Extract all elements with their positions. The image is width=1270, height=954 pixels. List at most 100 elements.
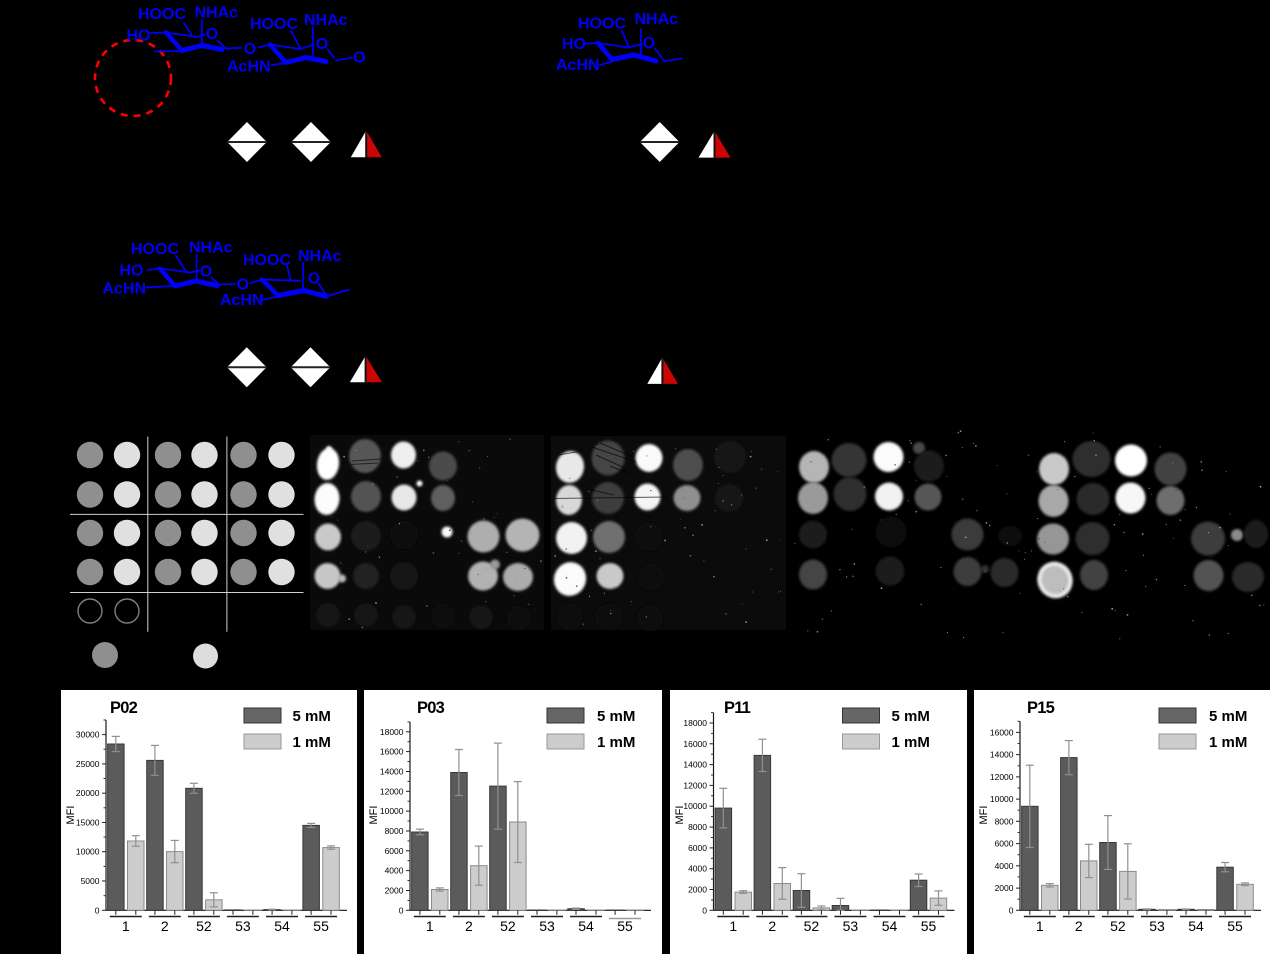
svg-text:4000: 4000	[385, 866, 404, 876]
svg-text:O: O	[237, 276, 249, 293]
svg-text:5 mM: 5 mM	[892, 708, 930, 725]
svg-text:HO: HO	[562, 36, 586, 53]
svg-text:2: 2	[161, 918, 169, 934]
svg-text:8000: 8000	[995, 816, 1014, 826]
svg-text:54: 54	[578, 918, 594, 934]
svg-text:O: O	[353, 50, 365, 67]
svg-text:O: O	[200, 264, 212, 281]
svg-text:1 mM: 1 mM	[293, 734, 331, 751]
svg-text:AcHN: AcHN	[103, 281, 147, 298]
svg-text:12000: 12000	[683, 780, 707, 790]
svg-text:2: 2	[768, 918, 776, 934]
svg-text:52: 52	[196, 918, 212, 934]
svg-text:1 mM: 1 mM	[1209, 734, 1247, 751]
svg-text:6000: 6000	[688, 843, 707, 853]
svg-text:NHAc: NHAc	[298, 248, 342, 265]
svg-text:53: 53	[235, 918, 251, 934]
svg-text:5 mM: 5 mM	[1209, 708, 1247, 725]
svg-text:MFI: MFI	[978, 806, 990, 825]
svg-text:HO: HO	[120, 262, 144, 279]
svg-text:NHAc: NHAc	[195, 5, 239, 22]
svg-text:1: 1	[1036, 918, 1044, 934]
svg-text:14000: 14000	[380, 767, 404, 777]
svg-text:4000: 4000	[995, 861, 1014, 871]
svg-text:NHAc: NHAc	[189, 240, 233, 257]
svg-text:0: 0	[702, 905, 707, 915]
svg-text:O: O	[316, 36, 328, 53]
svg-text:HO: HO	[127, 27, 151, 44]
svg-text:16000: 16000	[990, 727, 1014, 737]
svg-text:HOOC: HOOC	[131, 241, 179, 258]
svg-text:0: 0	[399, 905, 404, 915]
svg-text:10000: 10000	[76, 847, 100, 857]
svg-text:2: 2	[1075, 918, 1083, 934]
svg-text:15000: 15000	[76, 818, 100, 828]
svg-text:12000: 12000	[380, 786, 404, 796]
svg-text:20000: 20000	[76, 788, 100, 798]
svg-text:53: 53	[1149, 918, 1165, 934]
svg-text:O: O	[244, 41, 256, 58]
svg-text:5000: 5000	[81, 876, 100, 886]
svg-text:HOOC: HOOC	[250, 16, 298, 33]
svg-text:25000: 25000	[76, 759, 100, 769]
svg-text:14000: 14000	[990, 750, 1014, 760]
svg-text:52: 52	[804, 918, 820, 934]
svg-text:P03: P03	[417, 699, 445, 717]
svg-text:MFI: MFI	[674, 806, 686, 825]
svg-text:53: 53	[843, 918, 859, 934]
svg-text:MFI: MFI	[65, 806, 77, 825]
svg-text:12000: 12000	[990, 772, 1014, 782]
svg-text:O: O	[308, 270, 320, 287]
svg-text:P15: P15	[1027, 699, 1055, 717]
svg-text:O: O	[643, 35, 655, 52]
svg-text:0: 0	[1009, 905, 1014, 915]
svg-text:P02: P02	[110, 699, 138, 717]
svg-text:MFI: MFI	[368, 806, 380, 825]
svg-text:1 mM: 1 mM	[892, 734, 930, 751]
svg-text:HOOC: HOOC	[243, 252, 291, 269]
svg-text:8000: 8000	[385, 826, 404, 836]
svg-text:5 mM: 5 mM	[597, 708, 635, 725]
svg-text:1: 1	[729, 918, 737, 934]
svg-text:16000: 16000	[683, 739, 707, 749]
svg-text:16000: 16000	[380, 747, 404, 757]
svg-text:54: 54	[882, 918, 898, 934]
svg-text:4000: 4000	[688, 864, 707, 874]
svg-text:2000: 2000	[688, 885, 707, 895]
svg-text:18000: 18000	[380, 727, 404, 737]
svg-text:1: 1	[426, 918, 434, 934]
svg-text:AcHN: AcHN	[556, 57, 600, 74]
svg-text:52: 52	[1110, 918, 1126, 934]
svg-text:8000: 8000	[688, 822, 707, 832]
svg-text:55: 55	[617, 918, 633, 934]
svg-text:10000: 10000	[683, 801, 707, 811]
svg-text:P11: P11	[724, 699, 751, 717]
svg-text:1: 1	[122, 918, 130, 934]
svg-text:18000: 18000	[683, 718, 707, 728]
svg-text:54: 54	[274, 918, 290, 934]
svg-text:2000: 2000	[385, 886, 404, 896]
svg-text:6000: 6000	[995, 839, 1014, 849]
svg-text:10000: 10000	[380, 806, 404, 816]
svg-text:55: 55	[921, 918, 937, 934]
svg-text:2000: 2000	[995, 883, 1014, 893]
svg-text:2: 2	[465, 918, 473, 934]
svg-text:AcHN: AcHN	[220, 292, 264, 309]
svg-text:53: 53	[539, 918, 555, 934]
svg-text:6000: 6000	[385, 846, 404, 856]
svg-text:0: 0	[95, 905, 100, 915]
svg-text:HOOC: HOOC	[138, 6, 186, 23]
svg-text:1 mM: 1 mM	[597, 734, 635, 751]
svg-text:NHAc: NHAc	[635, 11, 679, 28]
svg-text:AcHN: AcHN	[227, 59, 271, 76]
svg-text:HOOC: HOOC	[578, 16, 626, 33]
svg-text:14000: 14000	[683, 760, 707, 770]
svg-text:10000: 10000	[990, 794, 1014, 804]
svg-text:O: O	[206, 26, 218, 43]
svg-text:55: 55	[1227, 918, 1243, 934]
svg-text:52: 52	[500, 918, 516, 934]
svg-text:54: 54	[1188, 918, 1204, 934]
svg-text:55: 55	[313, 918, 329, 934]
svg-text:5 mM: 5 mM	[293, 708, 331, 725]
svg-text:NHAc: NHAc	[304, 12, 348, 29]
